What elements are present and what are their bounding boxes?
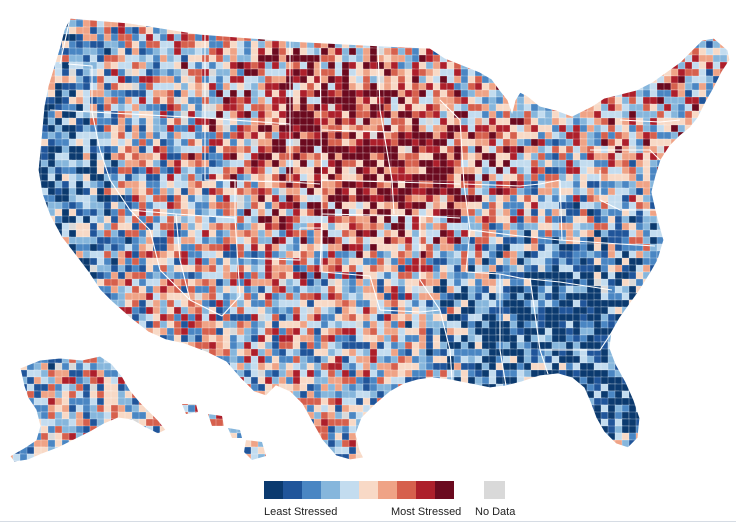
scale-swatch-4 xyxy=(321,481,340,499)
state-borders xyxy=(49,17,681,387)
scale-swatch-9 xyxy=(416,481,435,499)
scale-swatch-10 xyxy=(435,481,454,499)
no-data-swatch xyxy=(484,481,505,499)
scale-swatch-7 xyxy=(378,481,397,499)
scale-swatch-3 xyxy=(302,481,321,499)
bottom-divider xyxy=(0,521,736,522)
stress-color-scale xyxy=(264,481,454,499)
us-county-choropleth-map xyxy=(9,17,731,463)
alaska-outline xyxy=(9,355,167,463)
map-legend: Least Stressed Most Stressed No Data xyxy=(264,481,564,521)
most-stressed-label: Most Stressed xyxy=(391,506,462,518)
scale-swatch-2 xyxy=(283,481,302,499)
scale-swatch-1 xyxy=(264,481,283,499)
scale-swatch-8 xyxy=(397,481,416,499)
least-stressed-label: Least Stressed xyxy=(264,506,338,518)
conus-outline xyxy=(37,17,731,461)
scale-swatch-5 xyxy=(340,481,359,499)
no-data-label: No Data xyxy=(475,506,516,518)
scale-swatch-6 xyxy=(359,481,378,499)
